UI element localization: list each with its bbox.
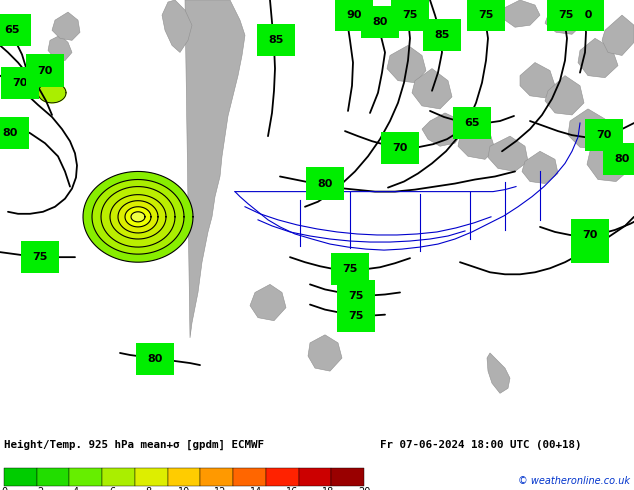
Polygon shape [308,335,342,371]
Polygon shape [131,212,145,222]
Text: 75: 75 [403,10,418,20]
Polygon shape [500,0,540,27]
Text: Fr 07-06-2024 18:00 UTC (00+18): Fr 07-06-2024 18:00 UTC (00+18) [380,440,581,450]
Polygon shape [422,113,462,146]
Polygon shape [110,195,166,239]
Polygon shape [185,0,245,338]
Text: 80: 80 [317,178,333,189]
Text: 18: 18 [322,487,334,490]
Polygon shape [38,83,66,103]
FancyBboxPatch shape [266,468,299,486]
FancyBboxPatch shape [299,468,332,486]
Polygon shape [520,63,555,98]
Text: 75: 75 [32,252,48,262]
Text: 6: 6 [109,487,115,490]
FancyBboxPatch shape [135,468,167,486]
Text: 2: 2 [37,487,43,490]
Text: 80: 80 [372,17,387,27]
Polygon shape [568,109,610,149]
Text: 85: 85 [268,35,283,46]
FancyBboxPatch shape [233,468,266,486]
Polygon shape [522,151,558,184]
Text: 80: 80 [147,354,163,364]
Polygon shape [101,187,175,247]
Polygon shape [587,139,630,181]
Polygon shape [48,35,72,60]
Text: 75: 75 [478,10,494,20]
Text: 70: 70 [597,130,612,140]
Polygon shape [412,69,452,109]
Polygon shape [545,75,584,115]
Polygon shape [487,353,510,393]
FancyBboxPatch shape [167,468,200,486]
Polygon shape [488,136,528,171]
Text: 65: 65 [4,25,20,35]
Text: 80: 80 [614,154,630,164]
Polygon shape [458,126,495,159]
Polygon shape [125,207,151,227]
Text: © weatheronline.co.uk: © weatheronline.co.uk [518,476,630,486]
Text: 75: 75 [559,10,574,20]
Text: 70: 70 [37,66,53,75]
Text: 80: 80 [578,10,593,20]
Text: 8: 8 [145,487,151,490]
Text: 70: 70 [12,78,28,88]
Text: 20: 20 [358,487,370,490]
Text: 12: 12 [214,487,226,490]
Polygon shape [387,46,426,83]
Text: 80: 80 [3,128,18,138]
Text: 4: 4 [73,487,79,490]
Text: 85: 85 [434,30,450,40]
Text: 10: 10 [178,487,190,490]
Text: 65: 65 [464,118,480,128]
Text: 75: 75 [582,242,598,252]
Polygon shape [83,172,193,262]
FancyBboxPatch shape [332,468,364,486]
Text: 75: 75 [348,292,364,301]
Text: 90: 90 [346,10,362,20]
Text: 70: 70 [392,143,408,153]
Polygon shape [250,284,286,320]
Polygon shape [578,38,618,77]
FancyBboxPatch shape [70,468,102,486]
FancyBboxPatch shape [102,468,135,486]
Polygon shape [602,15,634,55]
Polygon shape [92,179,184,254]
Text: Height/Temp. 925 hPa mean+σ [gpdm] ECMWF: Height/Temp. 925 hPa mean+σ [gpdm] ECMWF [4,440,264,450]
Text: 0: 0 [1,487,7,490]
Text: 75: 75 [348,311,364,320]
Text: 14: 14 [250,487,262,490]
Polygon shape [118,201,158,233]
Polygon shape [545,2,585,34]
Text: 16: 16 [286,487,298,490]
FancyBboxPatch shape [37,468,70,486]
Text: 75: 75 [342,264,358,274]
Polygon shape [52,12,80,40]
Polygon shape [162,0,192,52]
Text: 70: 70 [582,230,598,240]
FancyBboxPatch shape [200,468,233,486]
FancyBboxPatch shape [4,468,37,486]
